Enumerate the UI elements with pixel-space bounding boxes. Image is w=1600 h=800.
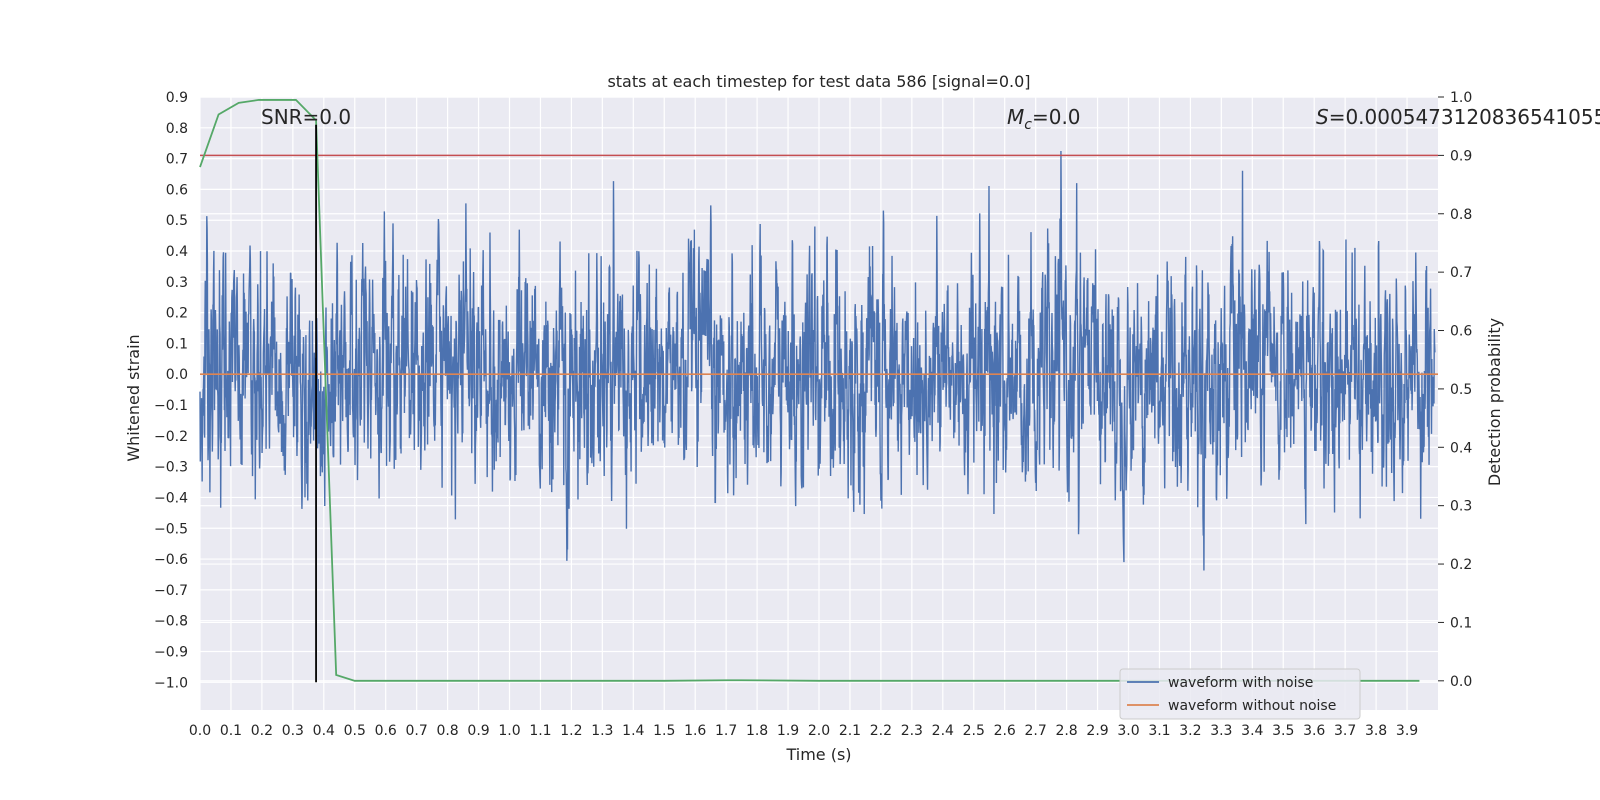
annotation-mc: Mc=0.0: [1007, 105, 1081, 133]
x-tick-label: 3.1: [1148, 723, 1170, 739]
y2-tick-label: 0.4: [1450, 440, 1472, 456]
x-tick-label: 2.8: [1055, 723, 1077, 739]
y-tick-label: 0.7: [166, 152, 188, 168]
y-tick-label: −0.5: [154, 521, 188, 537]
x-tick-label: 0.6: [375, 723, 397, 739]
x-tick-label: 0.7: [406, 723, 428, 739]
x-tick-label: 1.9: [777, 723, 799, 739]
x-tick-label: 1.3: [591, 723, 613, 739]
y-tick-label: −1.0: [154, 675, 188, 691]
plot-area: 0.0 0.1 0.2 0.3 0.4 0.5 0.6 0.7 0.8 0.9 1.0 1.1 1.2 1…: [154, 90, 1472, 739]
y-tick-label: −0.3: [154, 460, 188, 476]
legend-entry-noise: waveform with noise: [1168, 675, 1313, 691]
y-tick-label: 0.2: [166, 306, 188, 322]
y2-tick-label: 0.5: [1450, 382, 1472, 398]
legend-entry-clean: waveform without noise: [1168, 698, 1336, 714]
x-tick-label: 0.0: [189, 723, 211, 739]
legend: waveform with noise waveform without noi…: [1119, 668, 1361, 720]
y2-tick-label: 0.2: [1450, 557, 1472, 573]
y2-tick-label: 0.1: [1450, 615, 1472, 631]
y-tick-label: −0.9: [154, 644, 188, 660]
y-tick-label: 0.1: [166, 336, 188, 352]
x-tick-label: 1.1: [529, 723, 551, 739]
x-tick-label: 3.0: [1117, 723, 1139, 739]
x-tick-label: 0.1: [220, 723, 242, 739]
x-tick-label: 0.5: [344, 723, 366, 739]
y-tick-label: 0.4: [166, 244, 188, 260]
y-axis-label: Whitened strain: [124, 334, 143, 461]
y-tick-label: −0.6: [154, 552, 188, 568]
y2-tick-label: 0.8: [1450, 207, 1472, 223]
x-tick-label: 2.6: [994, 723, 1016, 739]
x-tick-label: 2.2: [870, 723, 892, 739]
x-tick-label: 0.3: [282, 723, 304, 739]
annotation-snr: SNR=0.0: [261, 105, 351, 129]
x-tick-label: 0.2: [251, 723, 273, 739]
annotation-mc-symbol: M: [1007, 105, 1024, 129]
x-tick-label: 0.9: [467, 723, 489, 739]
x-tick-label: 1.0: [498, 723, 520, 739]
x-tick-label: 2.1: [839, 723, 861, 739]
y2-tick-label: 1.0: [1450, 90, 1472, 106]
x-tick-label: 2.7: [1025, 723, 1047, 739]
y-tick-label: 0.5: [166, 213, 188, 229]
y2-tick-label: 0.0: [1450, 674, 1472, 690]
y2-tick-label: 0.3: [1450, 499, 1472, 515]
x-tick-label: 3.8: [1365, 723, 1387, 739]
y2-tick-label: 0.6: [1450, 324, 1472, 340]
x-tick-label: 1.7: [715, 723, 737, 739]
x-axis-label: Time (s): [785, 745, 851, 764]
y2-axis-label: Detection probability: [1485, 318, 1504, 486]
y-tick-label: 0.8: [166, 121, 188, 137]
x-tick-label: 3.3: [1210, 723, 1232, 739]
y-tick-label: 0.0: [166, 367, 188, 383]
annotation-mc-sub: c: [1024, 117, 1032, 133]
annotation-mc-value: =0.0: [1032, 105, 1081, 129]
x-tick-label: 0.8: [436, 723, 458, 739]
x-tick-label: 3.9: [1396, 723, 1418, 739]
x-tick-label: 2.5: [963, 723, 985, 739]
chart-title: stats at each timestep for test data 586…: [607, 72, 1030, 91]
y-tick-label: −0.8: [154, 614, 188, 630]
y2-tick-label: 0.9: [1450, 148, 1472, 164]
x-tick-label: 3.7: [1334, 723, 1356, 739]
x-tick-label: 3.6: [1303, 723, 1325, 739]
x-tick-label: 1.5: [653, 723, 675, 739]
x-tick-label: 2.9: [1086, 723, 1108, 739]
legend-box: [1119, 668, 1361, 720]
y-tick-label: −0.4: [154, 490, 188, 506]
x-tick-label: 3.4: [1241, 723, 1263, 739]
x-tick-label: 0.4: [313, 723, 335, 739]
x-tick-label: 2.3: [901, 723, 923, 739]
y-tick-label: −0.2: [154, 429, 188, 445]
x-tick-label: 2.4: [932, 723, 954, 739]
annotation-s-value: =0.0005473120836541055: [1329, 105, 1600, 129]
y-tick-label: 0.6: [166, 182, 188, 198]
y2-tick-label: 0.7: [1450, 265, 1472, 281]
y-tick-label: −0.7: [154, 583, 188, 599]
x-tick-label: 1.2: [560, 723, 582, 739]
x-tick-label: 2.0: [808, 723, 830, 739]
x-tick-label: 1.4: [622, 723, 644, 739]
series-waveform-with-noise: [199, 150, 1436, 571]
x-tick-label: 3.2: [1179, 723, 1201, 739]
x-tick-label: 3.5: [1272, 723, 1294, 739]
annotation-s-symbol: S: [1316, 105, 1329, 129]
y-tick-label: 0.3: [166, 275, 188, 291]
x-tick-label: 1.8: [746, 723, 768, 739]
annotation-s: S=0.0005473120836541055: [1316, 105, 1600, 129]
y-tick-label: 0.9: [166, 90, 188, 106]
y-tick-label: −0.1: [154, 398, 188, 414]
x-tick-label: 1.6: [684, 723, 706, 739]
